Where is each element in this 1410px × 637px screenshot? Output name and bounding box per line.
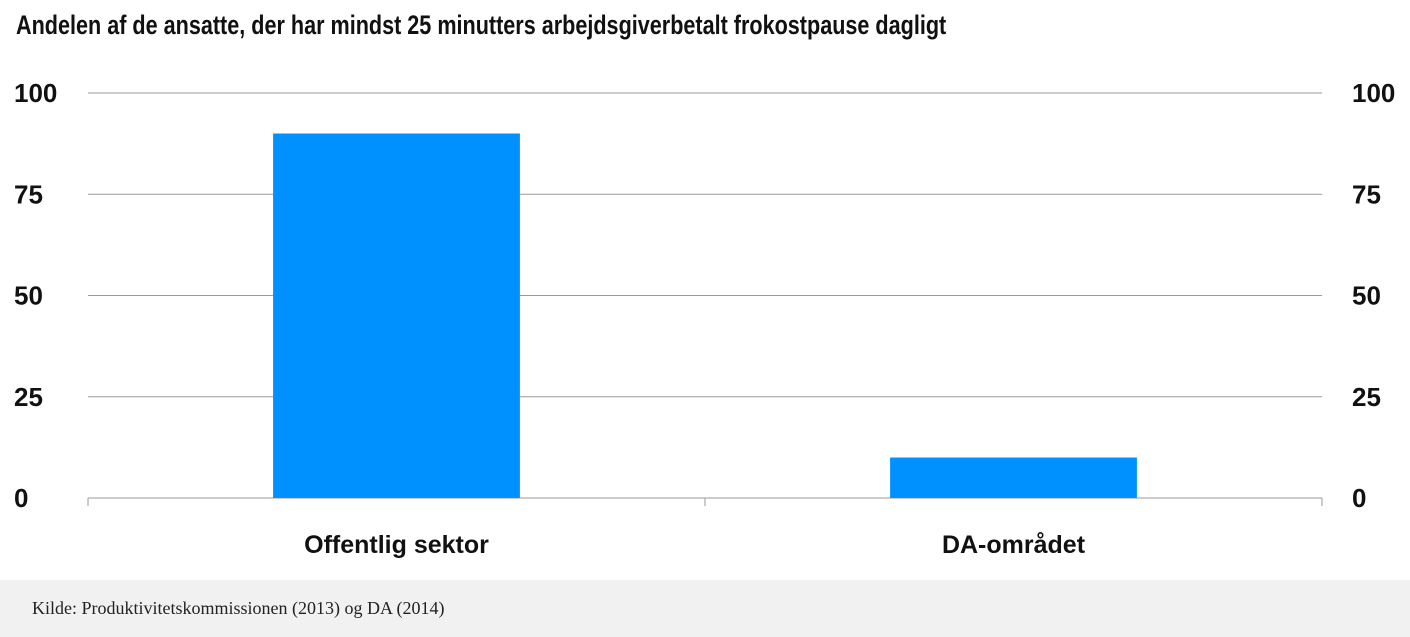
y-tick-label-left: 50 [14,281,43,311]
bar-chart: 0 0 25 25 50 50 75 75 100 100 Offentlig sektor DA-o… [14,78,1395,559]
y-tick-label-right: 75 [1352,179,1381,209]
y-tick-label-right: 25 [1352,382,1381,412]
bar [890,457,1137,498]
y-tick-label-right: 0 [1352,483,1366,513]
chart-title: Andelen af de ansatte, der har mindst 25… [16,10,947,40]
y-tick-label-right: 100 [1352,78,1395,108]
y-tick-label-left: 100 [14,78,57,108]
source-note: Kilde: Produktivitetskommissionen (2013)… [32,598,445,618]
y-tick-label-right: 50 [1352,281,1381,311]
y-tick-label-left: 0 [14,483,28,513]
source-footer: Kilde: Produktivitetskommissionen (2013)… [0,580,1410,637]
category-label: DA-området [942,531,1086,559]
bar [273,133,520,498]
category-label: Offentlig sektor [304,531,489,559]
y-tick-label-left: 75 [14,179,43,209]
y-tick-label-left: 25 [14,382,43,412]
